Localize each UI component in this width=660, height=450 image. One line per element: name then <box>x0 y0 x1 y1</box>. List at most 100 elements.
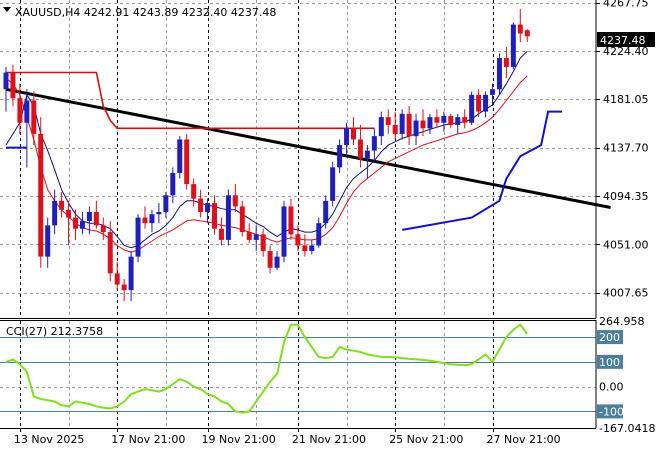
candle <box>86 206 92 235</box>
support-line-path <box>402 110 562 231</box>
candle <box>274 251 280 271</box>
candle <box>10 64 16 106</box>
candle-body <box>337 145 343 168</box>
candle-body <box>121 284 127 291</box>
candle <box>198 189 204 218</box>
candle <box>309 239 315 255</box>
candle <box>323 195 329 229</box>
candle <box>267 245 273 274</box>
candle <box>66 200 72 246</box>
candle-body <box>184 139 190 185</box>
price-tick-label: 4181.05 <box>603 93 649 106</box>
candle-body <box>295 234 301 246</box>
candle-body <box>392 124 398 134</box>
candle <box>364 145 370 179</box>
candle-body <box>142 217 148 224</box>
candle-body <box>371 136 377 151</box>
candle <box>413 113 419 146</box>
candle-body <box>149 214 155 224</box>
cci-title: CCI(27) 212.3758 <box>6 325 103 338</box>
candle <box>510 22 516 70</box>
candle-body <box>177 139 183 173</box>
candle-body <box>191 184 197 199</box>
candle <box>392 111 398 140</box>
candle-body <box>59 200 65 210</box>
time-tick-label: 21 Nov 21:00 <box>292 433 366 446</box>
cci-level-tag <box>597 404 623 419</box>
ma-slow-path <box>5 75 528 253</box>
candle <box>385 109 391 134</box>
candle <box>17 83 23 134</box>
collapse-triangle-icon[interactable] <box>3 7 11 12</box>
candle <box>79 212 85 235</box>
time-tick-label: 13 Nov 2025 <box>14 433 84 446</box>
candle <box>121 278 127 302</box>
candle <box>107 220 113 282</box>
candle <box>295 225 301 252</box>
candle-body <box>114 273 120 285</box>
candle-body <box>24 100 30 123</box>
candle-body <box>93 212 99 226</box>
stop-line-path <box>6 71 375 130</box>
candle <box>191 178 197 207</box>
candle-body <box>476 94 482 112</box>
time-tick-label: 27 Nov 21:00 <box>487 433 561 446</box>
candle-body <box>135 217 141 257</box>
candle-body <box>73 217 78 229</box>
price-tick-labels: 4267.75 4224.40 4181.05 4137.70 4094.35 4051.… <box>596 0 649 300</box>
candle <box>316 217 322 248</box>
candle-body <box>344 128 350 146</box>
candle <box>378 111 384 146</box>
candle <box>177 136 183 179</box>
candle-body <box>364 150 370 159</box>
candle <box>114 262 120 291</box>
candle <box>302 234 308 257</box>
time-tick-label: 17 Nov 21:00 <box>111 433 185 446</box>
candle <box>490 83 495 106</box>
candle <box>434 109 440 129</box>
candle <box>218 217 224 246</box>
candle-body <box>100 225 106 233</box>
candle <box>448 113 454 129</box>
candle-body <box>260 234 266 252</box>
candle <box>246 223 252 244</box>
candle-body <box>212 203 217 229</box>
time-tick-label: 25 Nov 21:00 <box>389 433 463 446</box>
cci-tick-label: 200 <box>599 331 620 344</box>
candle <box>455 113 461 134</box>
chart-title: XAUUSD,H4 4242.91 4243.89 4232.40 4237.4… <box>15 6 276 19</box>
cci-tick-label: 0.00 <box>599 381 624 394</box>
candle <box>149 209 155 233</box>
candle-body <box>496 58 502 90</box>
candle-body <box>490 89 495 95</box>
candle <box>337 139 343 173</box>
candle-body <box>3 72 9 90</box>
price-tick-label: 4051.00 <box>603 238 649 251</box>
candle-body <box>524 30 530 37</box>
candle-body <box>267 251 273 268</box>
candle-body <box>316 223 322 246</box>
candle-body <box>330 167 336 201</box>
candle-body <box>246 232 252 240</box>
candle-body <box>420 120 426 129</box>
candle-body <box>45 225 51 257</box>
candle <box>93 200 99 229</box>
candle-body <box>274 256 280 268</box>
candle-body <box>38 133 44 257</box>
cci-tick-label: -167.0418 <box>599 422 655 435</box>
candle-body <box>434 117 440 123</box>
candle-body <box>281 206 287 257</box>
candle-body <box>448 116 454 125</box>
ma-fast-line <box>5 50 528 249</box>
candle <box>52 189 58 235</box>
candle-body <box>10 72 16 99</box>
candle <box>232 184 238 212</box>
candle <box>239 200 245 237</box>
candle <box>427 113 433 134</box>
cci-level-tag <box>597 330 623 345</box>
price-tick-label: 4224.40 <box>603 45 649 58</box>
candle-body <box>107 232 113 274</box>
candle <box>330 161 336 207</box>
candle-body <box>239 206 245 233</box>
candle-body <box>156 212 162 215</box>
